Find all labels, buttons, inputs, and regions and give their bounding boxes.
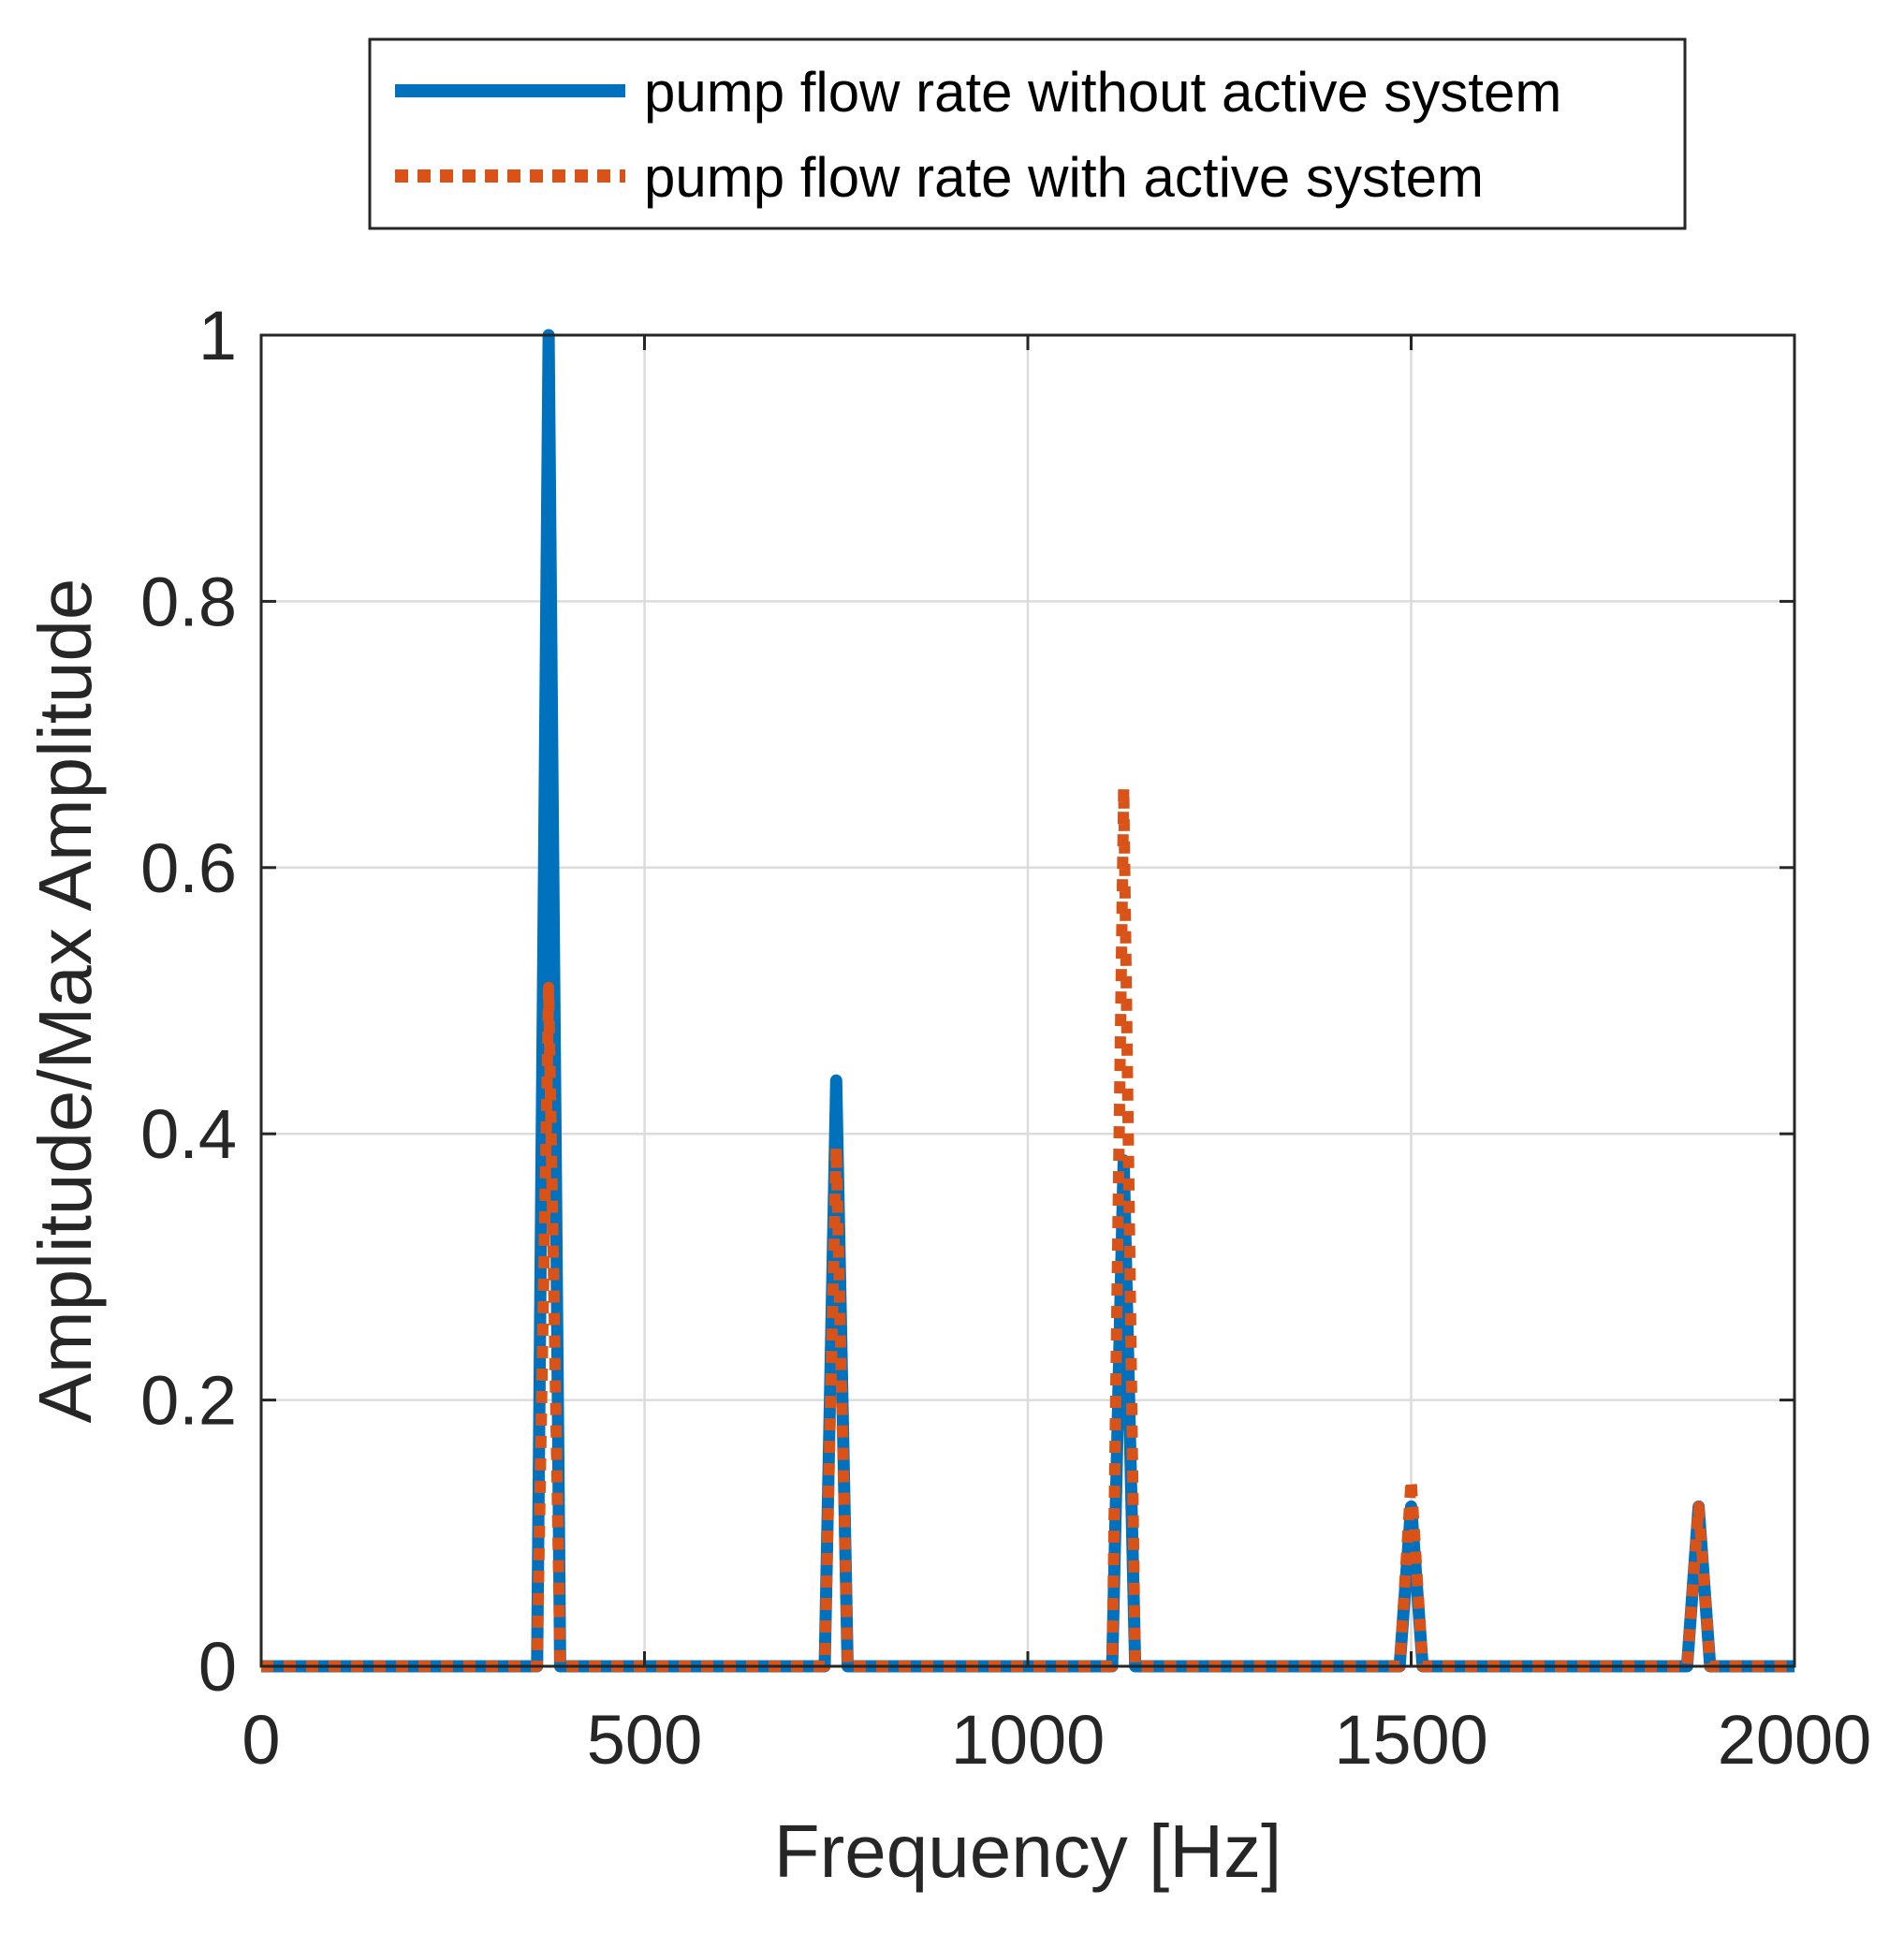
ticks: 0 500 1000 1500 2000 0 0.2 0.4 0.6 0.8 1	[140, 297, 1871, 1779]
x-tick-label: 500	[587, 1701, 702, 1779]
series-line-with-active-system	[261, 782, 1794, 1672]
x-tick-label: 1000	[951, 1701, 1106, 1779]
x-tick-label: 0	[242, 1701, 280, 1779]
x-axis-label: Frequency [Hz]	[774, 1809, 1282, 1893]
legend-label-with-active-system: pump flow rate with active system	[644, 146, 1484, 209]
x-tick-label: 1500	[1334, 1701, 1488, 1779]
y-tick-label: 0.6	[140, 829, 237, 907]
y-tick-label: 0.4	[140, 1095, 237, 1173]
legend-label-without-active-system: pump flow rate without active system	[644, 61, 1561, 124]
data-series	[261, 329, 1794, 1673]
grid	[261, 335, 1794, 1666]
y-tick-label: 0	[198, 1628, 237, 1706]
y-tick-label: 0.8	[140, 563, 237, 640]
y-tick-label: 1	[198, 297, 237, 374]
legend: pump flow rate without active system pum…	[368, 37, 1687, 230]
legend-box	[368, 37, 1687, 230]
y-axis-label: Amplitude/Max Amplitude	[23, 579, 107, 1424]
x-tick-label: 2000	[1718, 1701, 1872, 1779]
y-tick-label: 0.2	[140, 1362, 237, 1440]
